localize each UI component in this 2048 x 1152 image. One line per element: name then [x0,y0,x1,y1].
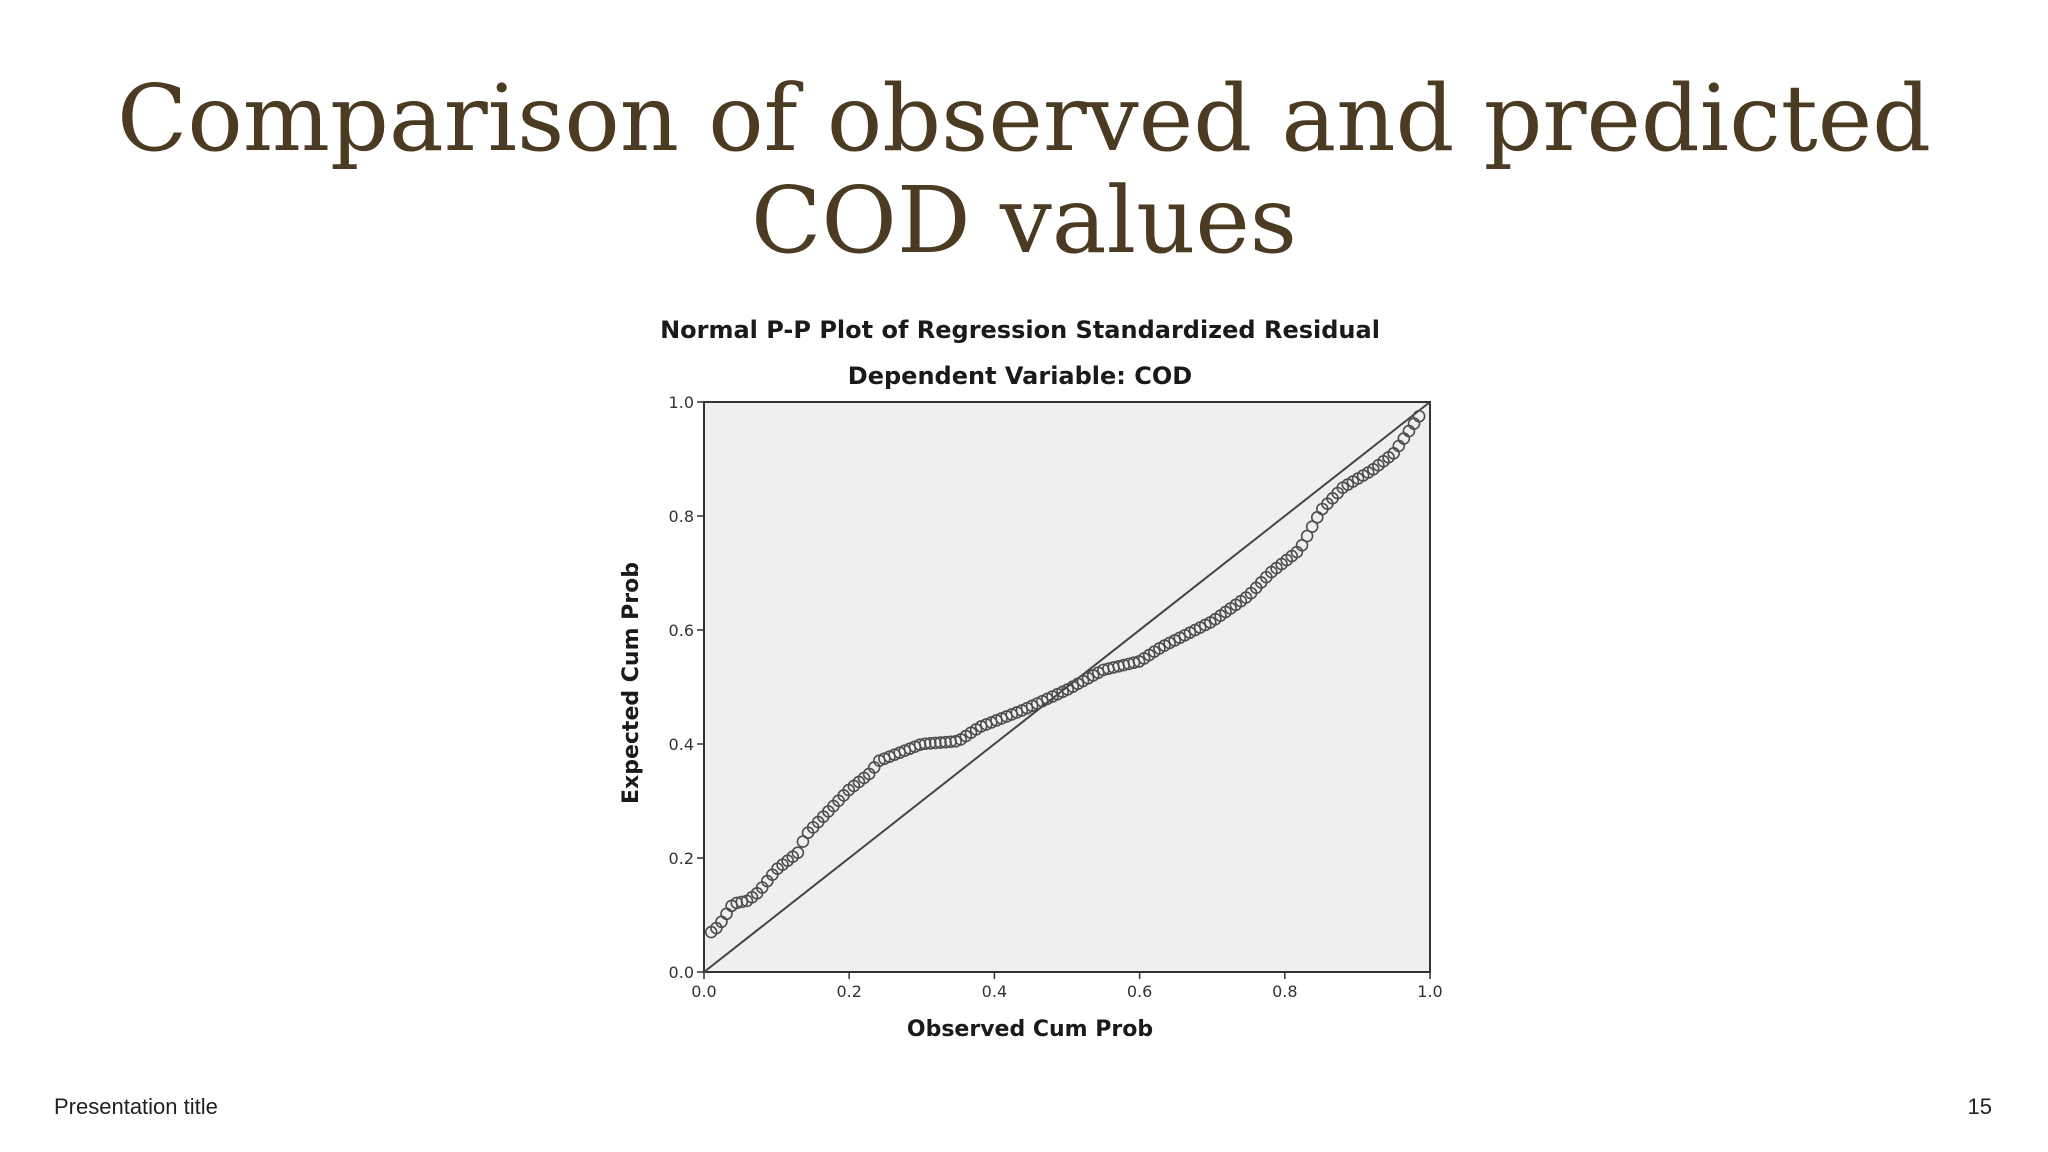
x-axis-label: Observed Cum Prob [907,1017,1153,1042]
page-number: 15 [1967,1094,1992,1119]
x-tick-label: 0.8 [1272,982,1297,1001]
x-tick-label: 0.4 [982,982,1007,1001]
y-tick-label: 0.4 [669,735,694,754]
plot-area: 0.0 0.2 0.4 0.6 0.8 1.0 0.0 0.2 0.4 0.6 0.8 1.0 [669,393,1443,1001]
data-point [1295,539,1309,552]
x-tick-label: 0.6 [1127,982,1152,1001]
slide-title: Comparison of observed and predicted COD… [0,68,2048,272]
data-point [1305,520,1319,533]
chart-subtitle: Dependent Variable: COD [848,362,1192,390]
pp-plot-chart: Normal P-P Plot of Regression Standardiz… [619,316,1443,1042]
y-axis-label: Expected Cum Prob [619,562,644,804]
x-tick-label: 0.0 [691,982,716,1001]
chart-title: Normal P-P Plot of Regression Standardiz… [660,316,1380,344]
data-point [735,895,749,909]
y-tick-label: 0.2 [669,849,694,868]
data-point [1127,656,1141,669]
y-tick-label: 0.0 [669,963,694,982]
footer-presentation-title: Presentation title [54,1094,218,1119]
slide-title-line2: COD values [751,167,1297,274]
data-point [1300,529,1314,543]
data-point [791,846,805,860]
x-tick-label: 0.2 [836,982,861,1001]
data-point [1412,409,1426,423]
y-tick-label: 1.0 [669,393,694,412]
slide-title-line1: Comparison of observed and predicted [116,65,1932,172]
y-tick-label: 0.6 [669,621,694,640]
y-tick-label: 0.8 [669,507,694,526]
x-tick-label: 1.0 [1417,982,1442,1001]
